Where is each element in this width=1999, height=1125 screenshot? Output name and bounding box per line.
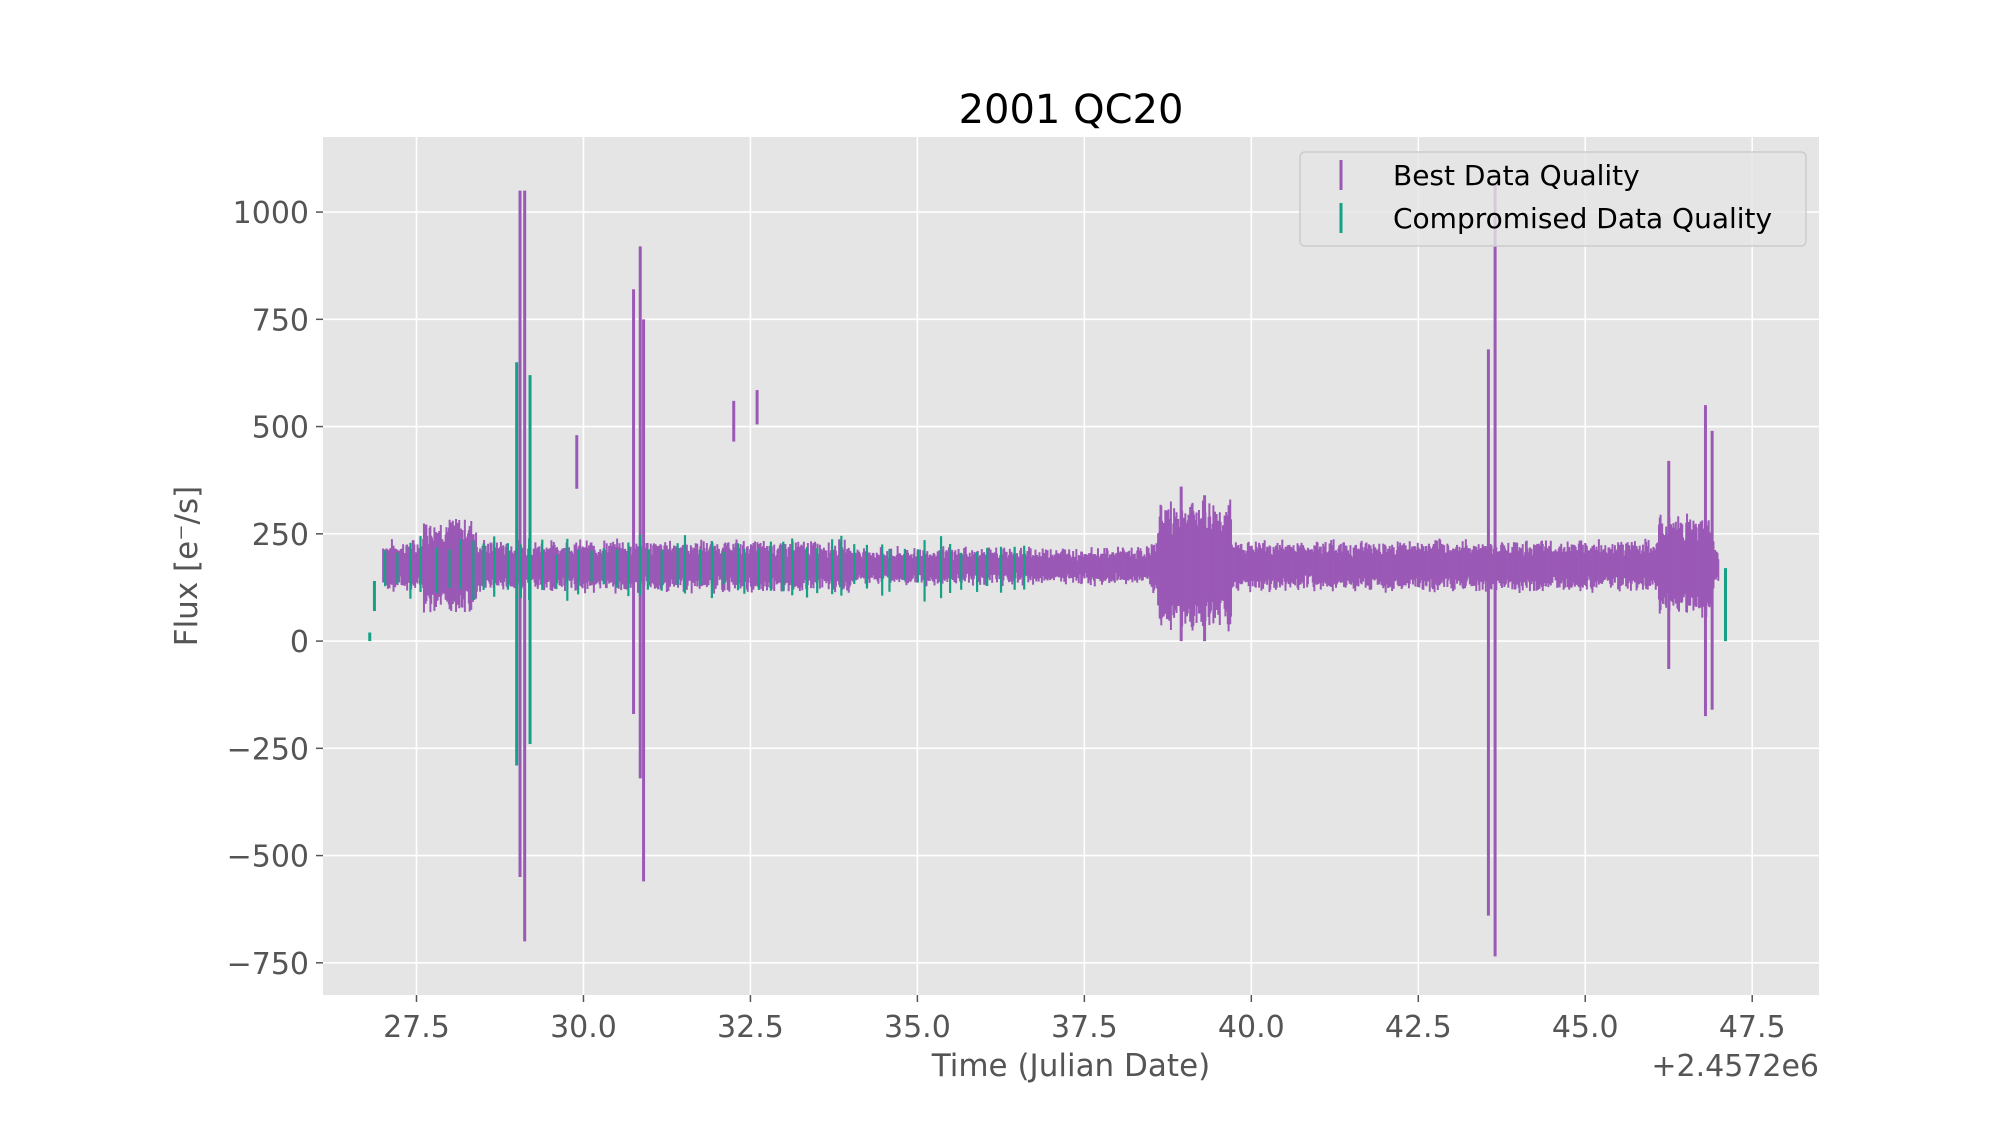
x-tick-label: 30.0 [550,1010,617,1045]
legend: Best Data Quality Compromised Data Quali… [1299,151,1807,247]
x-tick-label: 35.0 [884,1010,951,1045]
y-tick-label: −750 [227,947,309,982]
y-tick-label: −250 [227,732,309,767]
grid [323,137,1819,995]
y-tick-label: 0 [290,625,309,660]
axis-ticks: 27.5 30.0 32.5 35.0 37.5 40.0 42.5 45.0 47.5 −750… [227,196,1786,1045]
x-tick-label: 27.5 [383,1010,450,1045]
x-tick-label: 32.5 [717,1010,784,1045]
x-tick-label: 47.5 [1719,1010,1786,1045]
legend-best-label: Best Data Quality [1393,159,1640,192]
y-tick-label: 1000 [233,196,309,231]
x-tick-label: 42.5 [1385,1010,1452,1045]
y-axis-label: Flux [e⁻/s] [169,486,205,647]
legend-compromised-label: Compromised Data Quality [1393,202,1772,235]
x-tick-label: 40.0 [1218,1010,1285,1045]
x-tick-label: 45.0 [1552,1010,1619,1045]
y-tick-label: 750 [252,303,309,338]
y-tick-label: 250 [252,518,309,553]
series-compromised-data-quality [368,362,1727,766]
y-tick-label: 500 [252,411,309,446]
x-axis-label: Time (Julian Date) [931,1048,1211,1084]
legend-box [1299,151,1807,247]
x-axis-offset-label: +2.4572e6 [1651,1049,1819,1084]
x-tick-label: 37.5 [1051,1010,1118,1045]
chart-title: 2001 QC20 [959,87,1184,133]
y-tick-label: −500 [227,840,309,875]
